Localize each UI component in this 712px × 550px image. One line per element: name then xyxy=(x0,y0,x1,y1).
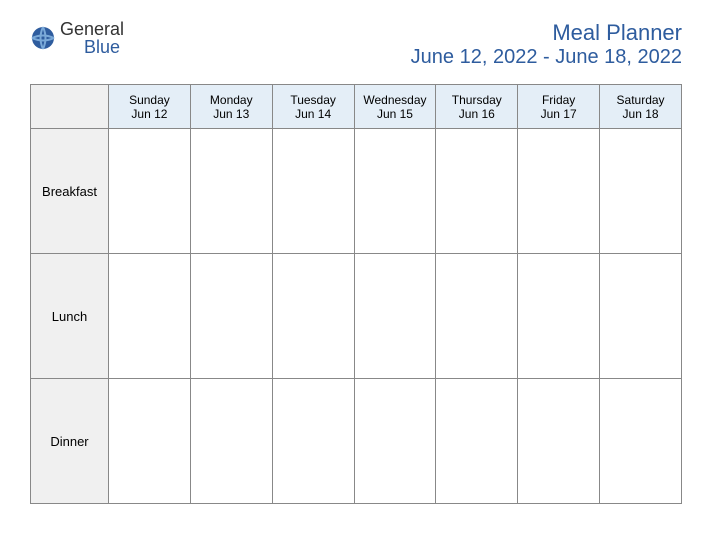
day-date-label: Jun 17 xyxy=(520,107,597,121)
day-date-label: Jun 12 xyxy=(111,107,188,121)
meal-cell[interactable] xyxy=(272,379,354,504)
meal-cell[interactable] xyxy=(354,379,436,504)
meal-cell[interactable] xyxy=(109,129,191,254)
meal-cell[interactable] xyxy=(518,254,600,379)
meal-cell[interactable] xyxy=(272,129,354,254)
day-name-label: Sunday xyxy=(111,93,188,107)
meal-cell[interactable] xyxy=(354,254,436,379)
meal-cell[interactable] xyxy=(518,129,600,254)
col-header: Wednesday Jun 15 xyxy=(354,85,436,129)
col-header: Tuesday Jun 14 xyxy=(272,85,354,129)
meal-cell[interactable] xyxy=(109,254,191,379)
meal-cell[interactable] xyxy=(436,129,518,254)
meal-cell[interactable] xyxy=(272,254,354,379)
col-header: Monday Jun 13 xyxy=(190,85,272,129)
day-name-label: Thursday xyxy=(438,93,515,107)
day-name-label: Friday xyxy=(520,93,597,107)
day-date-label: Jun 16 xyxy=(438,107,515,121)
col-header: Friday Jun 17 xyxy=(518,85,600,129)
day-name-label: Wednesday xyxy=(357,93,434,107)
meal-cell[interactable] xyxy=(436,254,518,379)
day-name-label: Tuesday xyxy=(275,93,352,107)
meal-cell[interactable] xyxy=(354,129,436,254)
table-row: Dinner xyxy=(31,379,682,504)
meal-cell[interactable] xyxy=(600,129,682,254)
meal-cell[interactable] xyxy=(190,379,272,504)
col-header: Thursday Jun 16 xyxy=(436,85,518,129)
date-range: June 12, 2022 - June 18, 2022 xyxy=(411,46,682,69)
meal-cell[interactable] xyxy=(600,254,682,379)
meal-cell[interactable] xyxy=(436,379,518,504)
day-date-label: Jun 13 xyxy=(193,107,270,121)
meal-planner-table: Sunday Jun 12 Monday Jun 13 Tuesday Jun … xyxy=(30,84,682,504)
table-row: Breakfast xyxy=(31,129,682,254)
day-name-label: Saturday xyxy=(602,93,679,107)
day-date-label: Jun 15 xyxy=(357,107,434,121)
day-date-label: Jun 14 xyxy=(275,107,352,121)
logo-text: General Blue xyxy=(60,20,124,56)
row-header-breakfast: Breakfast xyxy=(31,129,109,254)
col-header: Saturday Jun 18 xyxy=(600,85,682,129)
meal-cell[interactable] xyxy=(190,254,272,379)
table-row: Lunch xyxy=(31,254,682,379)
logo: General Blue xyxy=(30,20,124,56)
day-date-label: Jun 18 xyxy=(602,107,679,121)
header-row: Sunday Jun 12 Monday Jun 13 Tuesday Jun … xyxy=(31,85,682,129)
logo-text-blue: Blue xyxy=(60,38,124,56)
col-header: Sunday Jun 12 xyxy=(109,85,191,129)
globe-icon xyxy=(30,25,56,51)
meal-cell[interactable] xyxy=(190,129,272,254)
meal-cell[interactable] xyxy=(600,379,682,504)
meal-cell[interactable] xyxy=(109,379,191,504)
row-header-lunch: Lunch xyxy=(31,254,109,379)
row-header-dinner: Dinner xyxy=(31,379,109,504)
title-area: Meal Planner June 12, 2022 - June 18, 20… xyxy=(411,20,682,69)
day-name-label: Monday xyxy=(193,93,270,107)
page-title: Meal Planner xyxy=(411,20,682,46)
meal-cell[interactable] xyxy=(518,379,600,504)
header: General Blue Meal Planner June 12, 2022 … xyxy=(30,20,682,69)
corner-cell xyxy=(31,85,109,129)
logo-text-general: General xyxy=(60,19,124,39)
